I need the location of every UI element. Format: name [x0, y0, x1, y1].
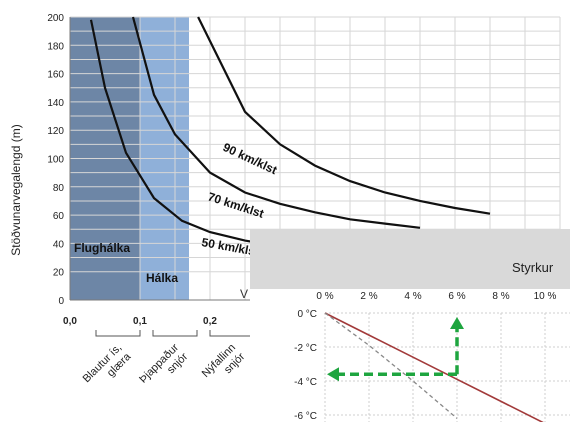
y-tick-label: 40	[53, 239, 65, 250]
y-tick-label: 80	[53, 183, 65, 194]
inset-y-tick-label: -2 °C	[294, 343, 317, 354]
y-tick-label: 60	[53, 211, 65, 222]
lookup-left-arrowhead	[327, 367, 339, 382]
y-tick-label: 100	[47, 155, 64, 166]
lookup-up-arrowhead	[450, 317, 464, 329]
y-tick-label: 160	[47, 70, 64, 81]
inset-y-tick-label: 0 °C	[297, 309, 317, 320]
band-label-halka: Hálka	[146, 271, 178, 285]
x-tick-label: 0,2	[203, 316, 217, 327]
y-tick-label: 180	[47, 41, 64, 52]
series-line-1	[131, 16, 421, 229]
y-tick-label: 120	[47, 126, 64, 137]
annotation-v: V	[240, 287, 248, 301]
category-bracket	[152, 330, 198, 337]
series-line-0	[197, 16, 491, 215]
inset-series-line-0	[324, 312, 544, 422]
inset-x-tick-label: 0 %	[316, 291, 333, 302]
inset-title: Styrkur	[512, 260, 554, 275]
inset-y-tick-label: -6 °C	[294, 411, 317, 422]
inset-x-tick-label: 4 %	[404, 291, 421, 302]
inset-x-tick-label: 10 %	[534, 291, 557, 302]
x-tick-label: 0,1	[133, 316, 147, 327]
band-label-flughalka: Flughálka	[74, 241, 130, 255]
y-tick-label: 140	[47, 98, 64, 109]
y-axis-label: Stöðvunarvegalengd (m)	[9, 124, 23, 255]
inset-x-tick-label: 2 %	[360, 291, 377, 302]
y-tick-label: 200	[47, 13, 64, 24]
inset-x-tick-label: 8 %	[492, 291, 509, 302]
x-tick-label: 0,0	[63, 316, 77, 327]
category-bracket	[95, 330, 141, 337]
inset-series-line-1	[324, 312, 458, 419]
inset-x-tick-label: 6 %	[448, 291, 465, 302]
inset-header-bar	[250, 229, 570, 289]
y-tick-label: 0	[58, 296, 64, 307]
y-tick-label: 20	[53, 268, 65, 279]
inset-y-tick-label: -4 °C	[294, 377, 317, 388]
